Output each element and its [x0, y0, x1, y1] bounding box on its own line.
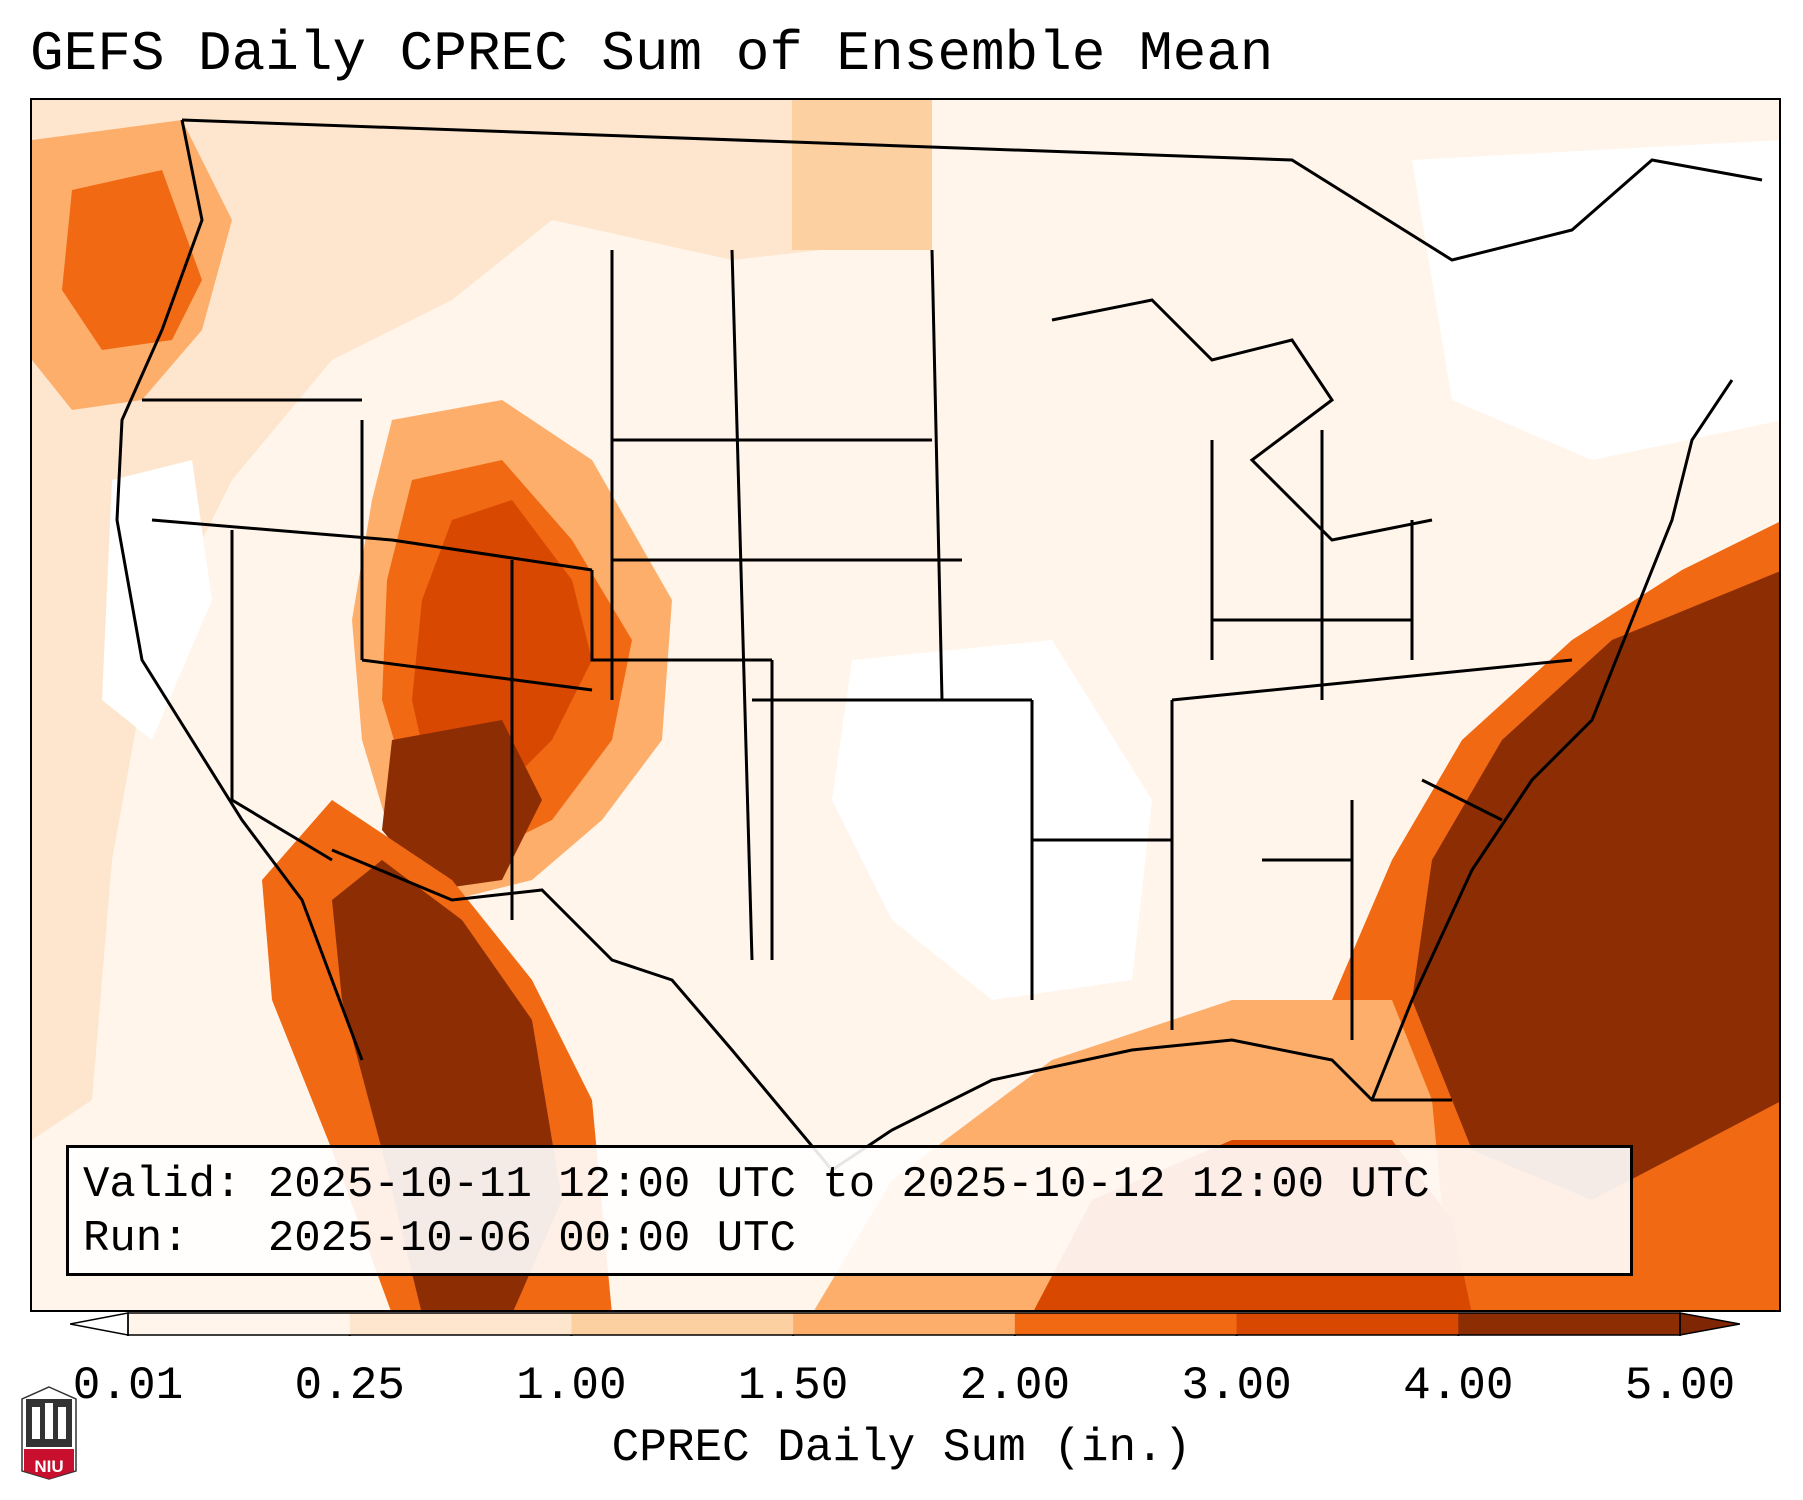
colorbar-segment	[1014, 1313, 1238, 1335]
colorbar-under-arrow	[70, 1312, 129, 1336]
run-line: Run: 2025-10-06 00:00 UTC	[83, 1214, 796, 1264]
colorbar-ticks	[127, 1335, 1681, 1336]
map-panel[interactable]	[30, 98, 1781, 1312]
colorbar-tick-label: 0.25	[294, 1360, 405, 1412]
northern-border	[181, 118, 1763, 262]
colorbar-segment	[1458, 1313, 1681, 1335]
logo-shield-icon	[21, 1386, 77, 1480]
colorbar-tick-label: 1.00	[516, 1360, 627, 1412]
dry-region-south-central	[832, 640, 1152, 1000]
colorbar-segments	[128, 1313, 1681, 1335]
precip-region-arizona-core	[382, 720, 542, 890]
valid-line: Valid: 2025-10-11 12:00 UTC to 2025-10-1…	[83, 1160, 1430, 1210]
dry-region-california	[102, 460, 212, 740]
colorbar-tick-label: 3.00	[1181, 1360, 1292, 1412]
boundaries	[115, 118, 1763, 1172]
eastern-state-lines	[1171, 430, 1573, 1040]
colorbar-tick-label: 1.50	[737, 1360, 849, 1412]
precip-region-pacific-nw-core	[62, 170, 202, 350]
colorbar-segment	[128, 1313, 351, 1335]
colorbar-tick-label: 2.00	[959, 1360, 1071, 1412]
colorbar-tick-label: 5.00	[1624, 1360, 1736, 1412]
precip-region-four-corners-high	[412, 500, 592, 800]
colorbar-segment	[1236, 1313, 1459, 1335]
logo-text: NIU	[34, 1457, 64, 1476]
colorbar-segment	[349, 1313, 572, 1335]
dry-region-northeast	[1412, 140, 1779, 460]
atlantic-coastline	[1370, 379, 1734, 1101]
colorbar-tick-label: 0.01	[72, 1360, 184, 1412]
colorbar-tick-label: 4.00	[1403, 1360, 1514, 1412]
precip-region-north	[792, 100, 932, 250]
university-logo-icon: NIU	[20, 1385, 78, 1481]
pacific-coastline	[115, 119, 364, 1061]
colorbar-over-arrow	[1679, 1312, 1740, 1336]
colorbar-segment	[793, 1313, 1016, 1335]
great-lakes-outline	[1051, 298, 1433, 542]
western-state-lines	[142, 398, 774, 960]
colorbar-label: CPREC Daily Sum (in.)	[611, 1422, 1192, 1474]
precip-region-atlantic-core	[1412, 571, 1779, 1200]
map-title: GEFS Daily CPREC Sum of Ensemble Mean	[30, 22, 1274, 86]
colorbar-outline	[127, 1312, 1681, 1336]
colorbar-tick-labels: 0.01 0.25 1.00 1.50 2.00 3.00 4.00 5.00	[0, 1358, 1803, 1414]
colorbar-segment	[571, 1313, 794, 1335]
precip-map	[32, 100, 1779, 1310]
valid-time-box: Valid: 2025-10-11 12:00 UTC to 2025-10-1…	[66, 1145, 1633, 1276]
colorbar	[70, 1312, 1740, 1336]
central-state-lines	[610, 249, 1174, 1030]
precip-region-west	[32, 100, 932, 1140]
